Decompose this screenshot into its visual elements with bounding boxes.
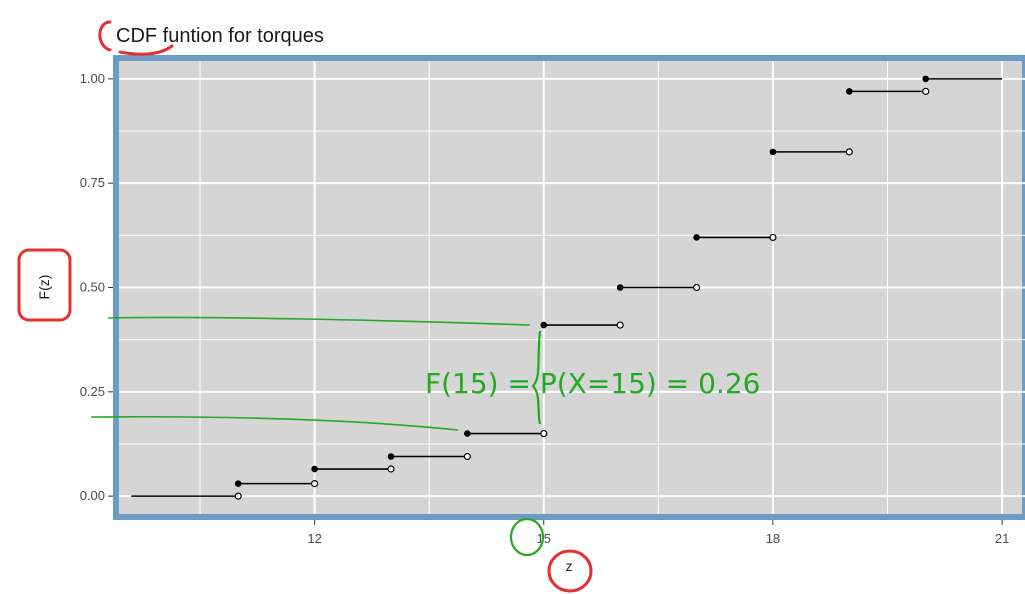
step-open-point — [387, 465, 395, 473]
y-tick-label: 0.25 — [80, 384, 105, 399]
step-closed-point — [311, 465, 318, 473]
step-open-point — [463, 452, 471, 461]
y-tick-label: 0.75 — [80, 175, 105, 190]
ylabel-highlight-box — [17, 248, 72, 322]
y-tick-label: 0.00 — [80, 488, 105, 503]
y-tick-label: 0.50 — [80, 280, 105, 295]
x-axis-ticks: 12 15 18 21 — [307, 520, 1009, 546]
step-open-point — [922, 87, 930, 95]
step-closed-point — [922, 75, 929, 83]
step-closed-point — [846, 88, 853, 95]
lower-guide-line — [90, 415, 459, 431]
upper-guide-line — [107, 316, 531, 326]
y-axis-label: F(z) — [36, 275, 52, 300]
title-highlight-mark — [98, 20, 174, 56]
x-tick-label: 12 — [307, 531, 321, 546]
x-tick-label: 21 — [995, 531, 1009, 546]
xlabel-highlight-circle — [547, 549, 593, 593]
chart-title: CDF funtion for torques — [116, 25, 324, 47]
step-open-point — [769, 233, 777, 242]
step-open-point — [311, 480, 319, 488]
step-closed-point — [769, 148, 777, 156]
step-open-point — [540, 429, 548, 438]
x-axis-label: z — [566, 558, 573, 574]
step-closed-point — [540, 321, 548, 329]
step-open-point — [845, 148, 853, 156]
xtick-highlight-circle — [509, 517, 545, 557]
grid-lines — [119, 61, 1025, 514]
step-open-point — [692, 283, 701, 292]
annotation-text: F(15) = P(X=15) = 0.26 — [425, 367, 760, 400]
step-closed-point — [616, 284, 624, 291]
x-tick-label: 18 — [766, 531, 780, 546]
step-open-point — [234, 492, 242, 500]
step-closed-point — [387, 453, 395, 460]
step-closed-point — [693, 234, 700, 241]
jump-brace — [531, 330, 542, 425]
y-axis-ticks: 0.00 0.25 0.50 0.75 1.00 — [80, 71, 113, 503]
step-open-point — [616, 321, 624, 329]
step-closed-point — [234, 480, 242, 487]
step-closed-point — [464, 430, 471, 437]
y-tick-label: 1.00 — [80, 71, 105, 86]
cdf-steps — [131, 75, 1003, 500]
